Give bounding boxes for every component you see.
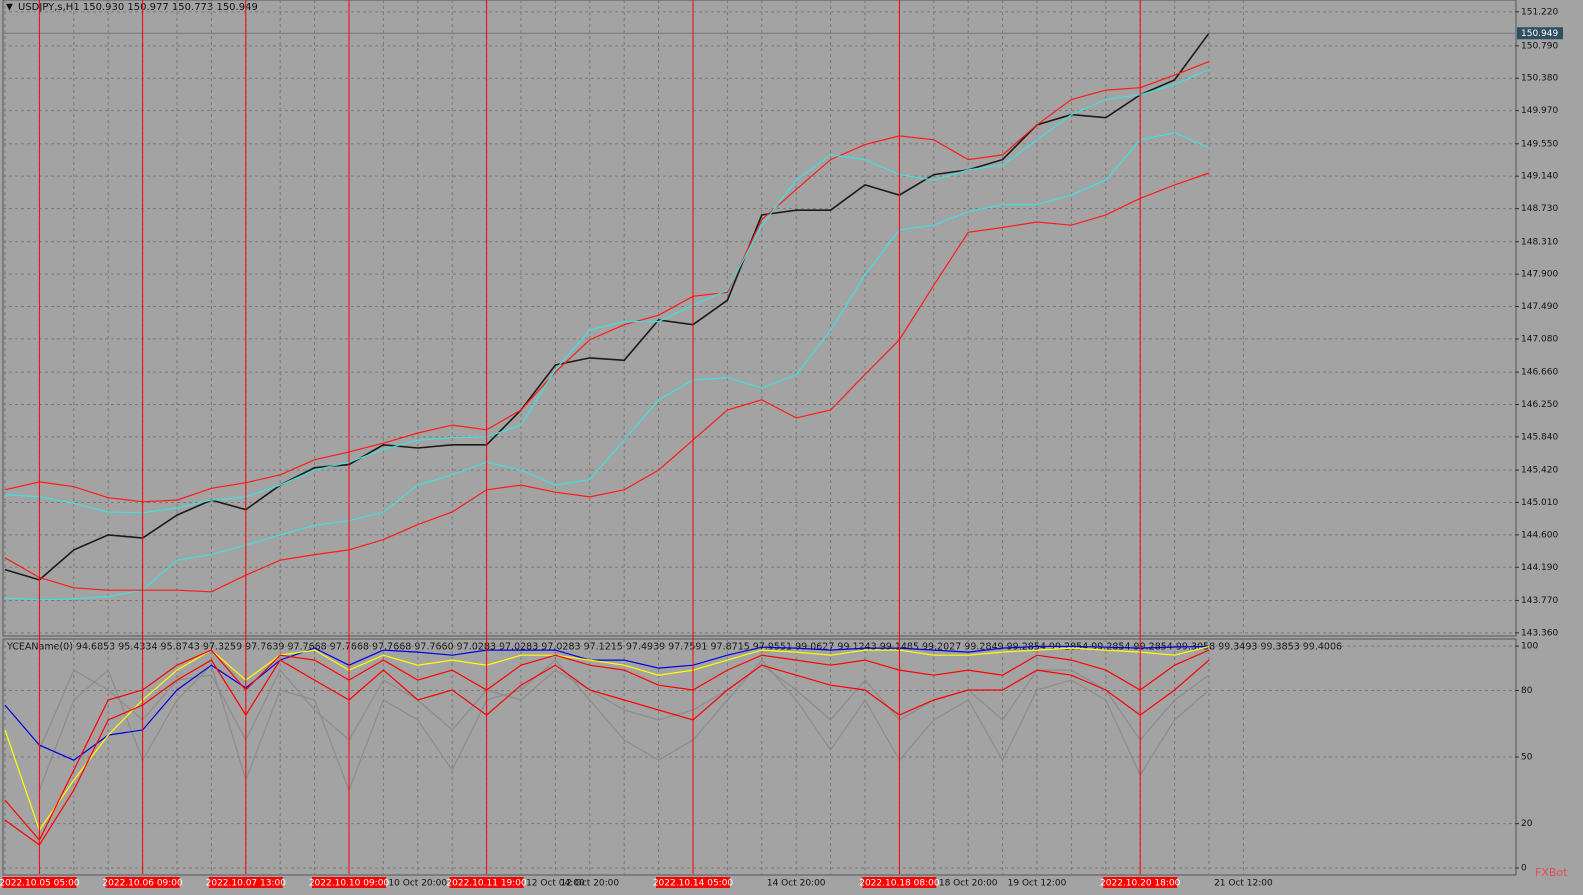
x-tick-label: 2022.10.05 05:00 — [0, 879, 80, 889]
y-tick-label: 146.250 — [1521, 400, 1558, 410]
price-panel — [2, 0, 1517, 637]
y-tick-label: 143.770 — [1521, 596, 1558, 606]
x-label-highlight — [1103, 877, 1178, 888]
series-line — [4, 649, 1210, 842]
x-label-highlight — [862, 877, 937, 888]
series-line — [4, 32, 1210, 581]
y-tick-label: 50 — [1521, 753, 1533, 763]
x-label-highlight — [2, 877, 77, 888]
y-tick-label: 145.010 — [1521, 498, 1558, 508]
x-tick-label: 2022.10.11 19:00 — [446, 879, 527, 889]
y-tick-label: 144.600 — [1521, 530, 1558, 540]
series-line — [4, 172, 1210, 593]
menu-arrow: ▼ — [6, 3, 13, 13]
x-tick-label: 18 Oct 20:00 — [939, 879, 998, 889]
x-label-highlight — [449, 877, 524, 888]
y-tick-label: 149.970 — [1521, 106, 1558, 116]
x-tick-label: 2022.10.14 05:00 — [653, 879, 734, 889]
x-tick-label: 2022.10.18 08:00 — [859, 879, 940, 889]
watermark: FXBot — [1535, 866, 1568, 879]
y-tick-label: 147.490 — [1521, 302, 1558, 312]
series-line — [4, 645, 1210, 832]
series-line — [38, 664, 1210, 751]
series-line — [4, 61, 1210, 503]
y-tick-label: 145.420 — [1521, 466, 1558, 476]
x-tick-label: 10 Oct 20:00 — [388, 879, 447, 889]
price-title: USDJPY,s,H1 150.930 150.977 150.773 150.… — [18, 2, 258, 13]
x-tick-label: 2022.10.20 18:00 — [1100, 879, 1181, 889]
series-line — [4, 132, 1210, 601]
y-tick-label: 147.080 — [1521, 334, 1558, 344]
y-tick-label: 145.840 — [1521, 432, 1558, 442]
x-label-highlight — [105, 877, 180, 888]
y-tick-label: 143.360 — [1521, 628, 1558, 638]
y-tick-label: 148.730 — [1521, 204, 1558, 214]
y-tick-label: 151.220 — [1521, 7, 1558, 17]
x-label-highlight — [312, 877, 386, 888]
y-tick-label: 148.310 — [1521, 237, 1558, 247]
x-label-highlight — [208, 877, 283, 888]
y-tick-label: 0 — [1521, 864, 1527, 874]
x-tick-label: 12 Oct 20:00 — [560, 879, 619, 889]
series-line — [4, 645, 1210, 761]
current-price-label: 150.949 — [1521, 29, 1558, 39]
oscillator-title: YCEAName(0) 94.6853 95.4334 95.8743 97.3… — [6, 642, 1342, 653]
y-tick-label: 147.900 — [1521, 270, 1558, 280]
x-tick-label: 2022.10.10 09:00 — [309, 879, 390, 889]
current-price-box — [1517, 27, 1563, 40]
y-tick-label: 144.190 — [1521, 563, 1558, 573]
y-tick-label: 146.660 — [1521, 368, 1558, 378]
x-tick-label: 21 Oct 12:00 — [1214, 879, 1273, 889]
y-tick-label: 149.550 — [1521, 139, 1558, 149]
x-tick-label: 12 Oct 04:00 — [526, 879, 585, 889]
y-tick-label: 20 — [1521, 819, 1533, 829]
y-tick-label: 150.790 — [1521, 41, 1558, 51]
y-tick-label: 80 — [1521, 686, 1533, 696]
series-line — [4, 659, 1210, 846]
series-line — [38, 659, 1210, 792]
y-tick-label: 149.140 — [1521, 172, 1558, 182]
x-tick-label: 14 Oct 20:00 — [767, 879, 826, 889]
x-tick-label: 19 Oct 12:00 — [1008, 879, 1067, 889]
y-tick-label: 150.380 — [1521, 74, 1558, 84]
x-tick-label: 2022.10.07 13:00 — [206, 879, 287, 889]
series-line — [4, 68, 1210, 514]
y-tick-label: 100 — [1521, 642, 1538, 652]
x-tick-label: 2022.10.06 09:00 — [102, 879, 183, 889]
x-label-highlight — [656, 877, 730, 888]
